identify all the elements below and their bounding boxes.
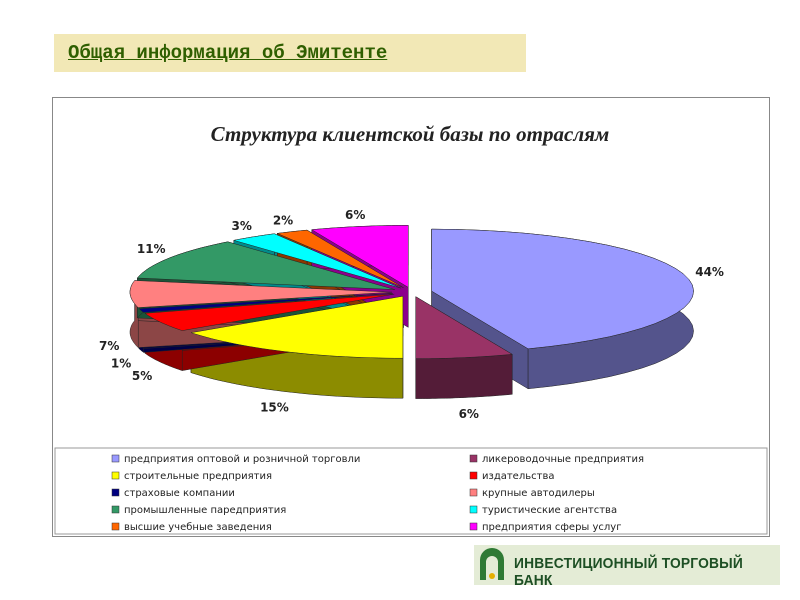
data-label: 11% [137, 242, 166, 256]
legend-label: промышленные паредприятия [124, 505, 286, 516]
legend-label: высшие учебные заведения [124, 522, 272, 533]
legend-label: ликероводочные предприятия [482, 454, 644, 465]
legend-swatch [469, 471, 478, 480]
slice [233, 233, 401, 289]
legend-swatch [111, 454, 120, 463]
data-label: 44% [695, 265, 724, 279]
slice [276, 229, 404, 288]
legend-label: издательства [482, 471, 554, 482]
chart-frame [52, 97, 770, 537]
legend-swatch [111, 522, 120, 531]
slice [138, 293, 393, 313]
slice [129, 280, 393, 308]
logo-dot [489, 573, 495, 579]
slice [136, 241, 395, 290]
legend-swatch [111, 471, 120, 480]
data-label: 6% [345, 208, 365, 222]
legend-label: предприятия оптовой и розничной торговли [124, 454, 360, 465]
bank-name: ИНВЕСТИЦИОННЫЙ ТОРГОВЫЙ БАНК [514, 555, 743, 589]
data-label: 2% [273, 214, 293, 228]
slice-wall [415, 354, 513, 399]
data-label: 15% [260, 400, 289, 414]
data-label: 3% [232, 219, 252, 233]
legend-box [54, 447, 768, 535]
slice [311, 225, 409, 288]
logo-arch [480, 548, 504, 580]
slice [431, 228, 694, 350]
legend-swatch [111, 488, 120, 497]
legend-swatch [469, 505, 478, 514]
data-label: 1% [111, 357, 131, 371]
legend-swatch [469, 522, 478, 531]
data-label: 5% [132, 369, 152, 383]
legend-label: предприятия сферы услуг [482, 522, 621, 533]
legend-label: строительные предприятия [124, 471, 272, 482]
legend-swatch [469, 454, 478, 463]
legend-label: страховые компании [124, 488, 235, 499]
data-label: 7% [99, 339, 119, 353]
slide-title: Общая информация об Эмитенте [54, 34, 526, 72]
legend-label: крупные автодилеры [482, 488, 595, 499]
logo-band [474, 545, 780, 585]
legend-label: туристические агентства [482, 505, 617, 516]
data-label: 6% [459, 407, 479, 421]
chart-title: Структура клиентской базы по отраслям [210, 122, 610, 146]
legend-swatch [111, 505, 120, 514]
legend-swatch [469, 488, 478, 497]
slice [190, 295, 404, 359]
slice [144, 293, 395, 331]
slice [415, 296, 513, 359]
